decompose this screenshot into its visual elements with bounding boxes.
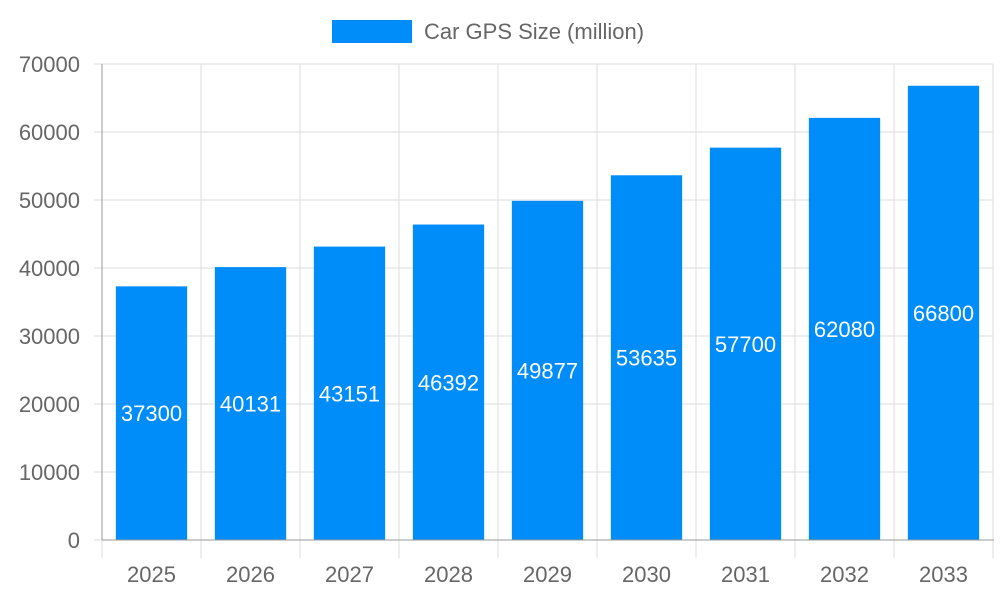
x-tick-label: 2029 <box>523 562 572 587</box>
bar-data-label: 53635 <box>616 346 677 371</box>
bar <box>214 267 287 540</box>
x-tick-label: 2027 <box>325 562 374 587</box>
bar <box>313 246 386 541</box>
bar <box>610 175 683 541</box>
y-tick-label: 0 <box>68 528 80 553</box>
y-tick-label: 20000 <box>19 392 80 417</box>
x-tick-label: 2031 <box>721 562 770 587</box>
bar-data-label: 66800 <box>913 301 974 326</box>
x-tick-label: 2026 <box>226 562 275 587</box>
bar <box>709 147 782 540</box>
bar-data-label: 37300 <box>121 401 182 426</box>
x-tick-label: 2032 <box>820 562 869 587</box>
x-tick-label: 2030 <box>622 562 671 587</box>
bar <box>808 117 881 540</box>
x-tick-label: 2025 <box>127 562 176 587</box>
bar <box>412 224 485 540</box>
y-tick-label: 30000 <box>19 324 80 349</box>
bar-data-label: 46392 <box>418 370 479 395</box>
y-tick-label: 50000 <box>19 188 80 213</box>
bar <box>115 286 188 540</box>
bar <box>907 85 980 540</box>
x-tick-label: 2028 <box>424 562 473 587</box>
bar-data-label: 62080 <box>814 317 875 342</box>
bar <box>511 200 584 540</box>
grid <box>102 63 994 540</box>
bar-data-label: 40131 <box>220 392 281 417</box>
bars: 37300 40131 43151 46392 49877 53635 57700 62080… <box>115 85 980 541</box>
axes: 0 10000 20000 30000 40000 50000 60000 70000 2025… <box>19 52 994 587</box>
y-tick-label: 60000 <box>19 120 80 145</box>
y-tick-label: 70000 <box>19 52 80 77</box>
x-tick-label: 2033 <box>919 562 968 587</box>
legend-label: Car GPS Size (million) <box>424 19 644 44</box>
legend[interactable]: Car GPS Size (million) <box>332 19 644 44</box>
y-tick-label: 10000 <box>19 460 80 485</box>
bar-data-label: 43151 <box>319 381 380 406</box>
legend-swatch <box>332 20 412 43</box>
y-tick-label: 40000 <box>19 256 80 281</box>
bar-data-label: 57700 <box>715 332 776 357</box>
bar-data-label: 49877 <box>517 358 578 383</box>
